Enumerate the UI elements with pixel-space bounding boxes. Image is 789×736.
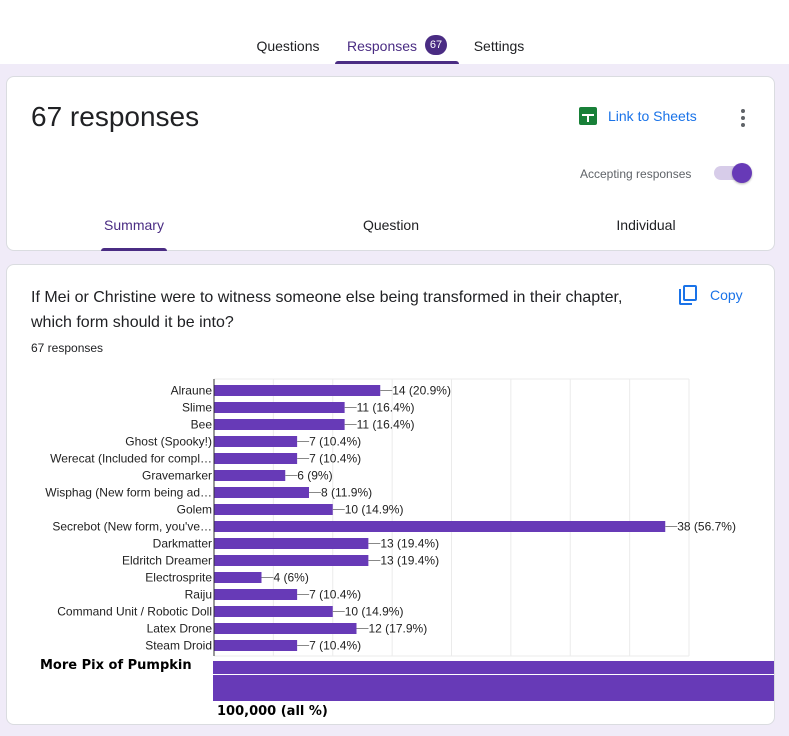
category-label: Golem	[177, 503, 212, 517]
data-label: 11 (16.4%)	[357, 418, 415, 432]
copy-label: Copy	[710, 287, 743, 303]
tab-questions-label: Questions	[256, 38, 320, 54]
accepting-responses-toggle[interactable]	[714, 163, 752, 183]
tab-settings[interactable]: Settings	[466, 28, 532, 64]
subtab-question[interactable]: Question	[357, 217, 425, 251]
question-response-count: 67 responses	[31, 341, 104, 355]
question-summary-card: If Mei or Christine were to witness some…	[6, 264, 775, 725]
responses-summary-card: 67 responses Link to Sheets Accepting re…	[6, 76, 775, 251]
bar-chart: Alraune 14 (20.9%) Slime 11 (16.4%) Bee 11 (1…	[45, 378, 736, 657]
tab-questions[interactable]: Questions	[246, 28, 330, 64]
copy-icon	[679, 285, 699, 305]
data-label: 14 (20.9%)	[392, 384, 451, 398]
bar-12	[214, 589, 298, 600]
category-label: Darkmatter	[153, 537, 212, 551]
data-label: 13 (19.4%)	[380, 554, 439, 568]
top-bar: Questions Responses 67 Settings	[0, 0, 789, 64]
data-label: 12 (17.9%)	[369, 622, 428, 636]
bar-8	[214, 521, 666, 532]
bar-10	[214, 555, 369, 566]
data-label: 7 (10.4%)	[309, 639, 361, 653]
accepting-responses-label: Accepting responses	[580, 167, 692, 181]
bar-9	[214, 538, 369, 549]
data-label: 6 (9%)	[297, 469, 332, 483]
data-label: 38 (56.7%)	[677, 520, 736, 534]
data-label: 13 (19.4%)	[380, 537, 439, 551]
category-label: Steam Droid	[145, 639, 212, 653]
category-label: Alraune	[171, 384, 213, 398]
category-label: Werecat (Included for compl…	[50, 452, 212, 466]
bar-3	[214, 436, 298, 447]
tab-responses-label: Responses	[346, 38, 418, 54]
toggle-thumb	[732, 163, 752, 183]
category-label: Secrebot (New form, you've…	[52, 520, 212, 534]
subtab-individual[interactable]: Individual	[611, 217, 681, 251]
response-count-heading: 67 responses	[31, 101, 200, 132]
data-label: 11 (16.4%)	[357, 401, 415, 415]
bar-0	[214, 385, 381, 396]
data-label: 7 (10.4%)	[309, 435, 361, 449]
category-label: Electrosprite	[145, 571, 212, 585]
question-title: If Mei or Christine were to witness some…	[31, 289, 623, 331]
bar-2	[214, 419, 345, 430]
subtab-individual-label: Individual	[616, 217, 676, 233]
data-label: 7 (10.4%)	[309, 588, 361, 602]
tab-responses[interactable]: Responses 67	[335, 28, 459, 64]
overlay-bar-3	[213, 688, 774, 701]
bar-1	[214, 402, 345, 413]
overlay-value-label: 100,000 (all %)	[217, 704, 328, 719]
bar-14	[214, 623, 357, 634]
category-label: Ghost (Spooky!)	[125, 435, 212, 449]
category-label: Wisphag (New form being ad…	[45, 486, 212, 500]
category-label: Slime	[182, 401, 212, 415]
bar-5	[214, 470, 286, 481]
google-sheets-icon	[579, 107, 597, 125]
subtab-summary-label: Summary	[104, 217, 164, 233]
data-label: 8 (11.9%)	[321, 486, 372, 500]
bar-13	[214, 606, 333, 617]
bar-6	[214, 487, 309, 498]
more-options-icon[interactable]	[733, 107, 753, 129]
category-label: Eldritch Dreamer	[122, 554, 212, 568]
responses-count-badge: 67	[425, 35, 448, 56]
top-tabs: Questions Responses 67 Settings	[0, 28, 789, 64]
bar-7	[214, 504, 333, 515]
data-label: 4 (6%)	[274, 571, 309, 585]
subtab-question-label: Question	[362, 217, 420, 233]
overlay-bar-1	[213, 661, 774, 674]
copy-chart-button[interactable]: Copy	[679, 285, 743, 305]
bar-4	[214, 453, 298, 464]
data-label: 10 (14.9%)	[345, 503, 404, 517]
overlay-bar-2	[213, 675, 774, 688]
bar-11	[214, 572, 262, 583]
tab-settings-label: Settings	[473, 38, 525, 54]
data-label: 7 (10.4%)	[309, 452, 361, 466]
subtab-summary[interactable]: Summary	[101, 217, 167, 251]
category-label: Latex Drone	[147, 622, 213, 636]
category-label: Raiju	[185, 588, 212, 602]
category-label: Bee	[191, 418, 213, 432]
category-label: Command Unit / Robotic Doll	[57, 605, 212, 619]
link-to-sheets-button[interactable]: Link to Sheets	[579, 107, 697, 125]
bar-15	[214, 640, 298, 651]
overlay-category-label: More Pix of Pumpkin	[40, 658, 192, 673]
category-label: Gravemarker	[142, 469, 212, 483]
link-to-sheets-label: Link to Sheets	[608, 108, 697, 124]
data-label: 10 (14.9%)	[345, 605, 404, 619]
